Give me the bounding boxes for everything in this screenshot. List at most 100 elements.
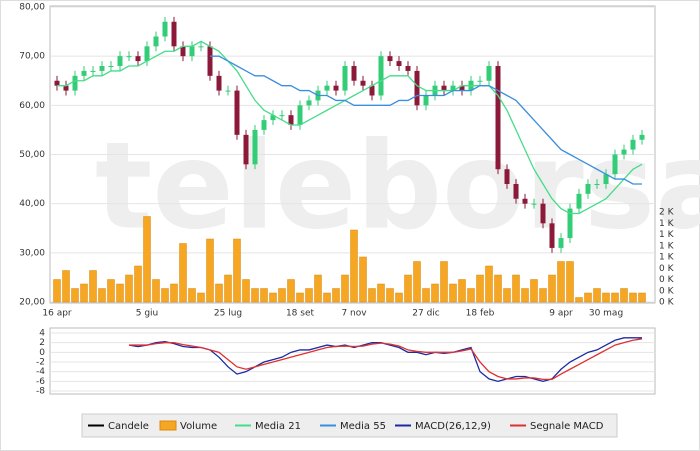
candle-body [351, 66, 357, 81]
candle-body [603, 174, 609, 184]
volume-bar [431, 283, 439, 303]
candle-body [180, 46, 186, 57]
candle-body [477, 80, 483, 82]
y-tick-label: 0 K [659, 298, 675, 308]
candle-body [117, 56, 123, 66]
volume-bar [323, 292, 331, 303]
candle-body [450, 85, 456, 91]
legend-label: Segnale MACD [530, 421, 604, 432]
candle-body [234, 90, 240, 135]
volume-bar [593, 288, 601, 303]
candle-body [423, 95, 429, 106]
volume-bar [620, 288, 628, 303]
candle-body [216, 75, 222, 91]
candle-body [252, 129, 258, 165]
y-tick-label: 1 K [659, 230, 675, 240]
candle-body [189, 46, 195, 57]
volume-bar [314, 274, 322, 303]
candle-body [306, 100, 312, 106]
volume-bar [584, 292, 592, 303]
x-tick-label: 7 nov [341, 309, 367, 319]
candle-body [522, 198, 528, 204]
line [57, 40, 643, 215]
candle-body [594, 184, 600, 185]
x-tick-label: 18 feb [466, 309, 495, 319]
volume-bar [422, 288, 430, 303]
volume-bar [566, 261, 574, 303]
volume-bar [332, 288, 340, 303]
y-tick-label: 1 K [659, 219, 675, 229]
candle-body [387, 56, 393, 62]
candle-body [81, 70, 87, 76]
volume-bar [557, 261, 565, 303]
watermark: teleborsa [95, 118, 700, 257]
y-tick-label: 4 [39, 329, 45, 339]
y-tick-label: -8 [36, 387, 45, 397]
candle-body [369, 85, 375, 96]
candle-body [270, 115, 276, 121]
legend-label: Volume [180, 421, 217, 432]
candle-body [639, 134, 645, 140]
x-tick-label: 5 giu [136, 309, 159, 319]
volume-bar [143, 216, 151, 303]
candle-body [126, 56, 132, 58]
volume-bar [638, 292, 646, 303]
volume-bar [377, 283, 385, 303]
line [129, 338, 643, 381]
volume-bar [467, 288, 475, 303]
volume-bar [521, 288, 529, 303]
volume-bar [134, 265, 142, 303]
candle-body [90, 70, 96, 72]
volume-bar [350, 229, 358, 303]
candle-body [567, 208, 573, 239]
volume-bar [287, 279, 295, 303]
candle-body [441, 85, 447, 91]
volume-bar [386, 288, 394, 303]
candle-body [612, 154, 618, 175]
volume-bar [413, 261, 421, 303]
legend-label: MACD(26,12,9) [415, 421, 491, 432]
volume-bar [71, 288, 79, 303]
y-tick-label: 80,00 [19, 3, 45, 13]
volume-bar [440, 261, 448, 303]
candle-body [630, 139, 636, 150]
volume-bar [89, 270, 97, 303]
volume-bar [215, 283, 223, 303]
volume-bar [368, 288, 376, 303]
legend [81, 413, 618, 438]
candle-body [585, 184, 591, 194]
y-tick-label: 60,00 [19, 101, 45, 111]
volume-bar [539, 288, 547, 303]
candle-body [225, 90, 231, 92]
volume-bar [161, 288, 169, 303]
volume-bar [341, 274, 349, 303]
candle-body [378, 56, 384, 96]
candle-body [54, 80, 60, 86]
candle-body [558, 238, 564, 248]
candle-body [540, 203, 546, 224]
volume-bar [242, 279, 250, 303]
volume-bar [512, 274, 520, 303]
candle-body [459, 85, 465, 91]
legend-label: Candele [108, 421, 149, 432]
volume-bar [611, 292, 619, 303]
candle-body [297, 105, 303, 125]
y-tick-label: -6 [36, 377, 45, 387]
candle-body [207, 46, 213, 76]
volume-bar [152, 279, 160, 303]
candle-body [414, 70, 420, 106]
y-tick-label: 20,00 [19, 298, 45, 308]
volume-bar [359, 256, 367, 303]
candle-body [162, 21, 168, 37]
volume-bar [206, 238, 214, 303]
volume-bar [188, 288, 196, 303]
y-tick-label: 50,00 [19, 150, 45, 160]
candle-body [99, 66, 105, 71]
y-tick-label: 1 K [659, 253, 675, 263]
volume-bar [269, 292, 277, 303]
volume-bar [494, 274, 502, 303]
volume-bar [305, 288, 313, 303]
y-tick-label: -4 [36, 367, 45, 377]
y-tick-label: -2 [36, 358, 45, 368]
volume-bar [602, 292, 610, 303]
